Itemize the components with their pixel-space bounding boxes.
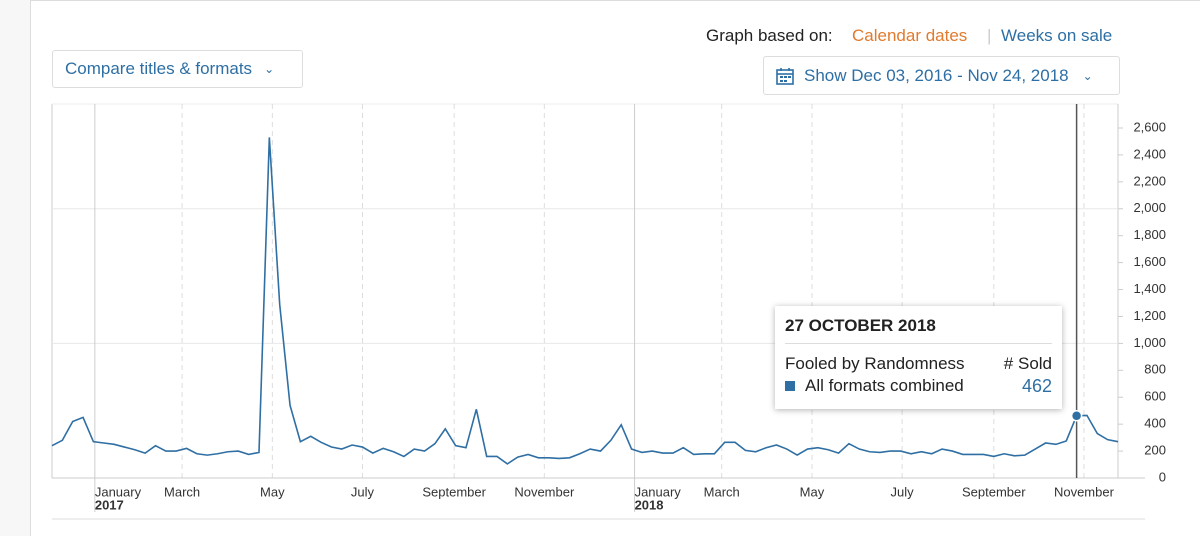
- date-range-button[interactable]: Show Dec 03, 2016 - Nov 24, 2018 ⌄: [763, 56, 1120, 95]
- separator: |: [987, 26, 992, 45]
- graph-based-on: Graph based on:: [706, 26, 833, 45]
- legend-swatch: [785, 381, 795, 391]
- calendar-icon: [776, 67, 794, 85]
- weeks-on-sale[interactable]: Weeks on sale: [1001, 26, 1113, 45]
- compare-button[interactable]: Compare titles & formats ⌄: [52, 50, 303, 88]
- tooltip-value: 462: [1021, 376, 1052, 396]
- calendar-dates[interactable]: Calendar dates: [852, 26, 968, 45]
- chevron: ⌄: [264, 62, 275, 76]
- compare-label: Compare titles & formats: [65, 59, 253, 78]
- chevron: ⌄: [1082, 68, 1093, 83]
- tooltip-column: # Sold: [1003, 354, 1052, 373]
- tooltip: 27 OCTOBER 2018 Fooled by Randomness # So…: [775, 306, 1062, 409]
- tooltip-book: Fooled by Randomness: [785, 354, 965, 373]
- date-range-label: Show Dec 03, 2016 - Nov 24, 2018: [804, 65, 1069, 85]
- tooltip-title: 27 OCTOBER 2018: [785, 306, 1052, 344]
- legend-label: All formats combined: [805, 376, 964, 395]
